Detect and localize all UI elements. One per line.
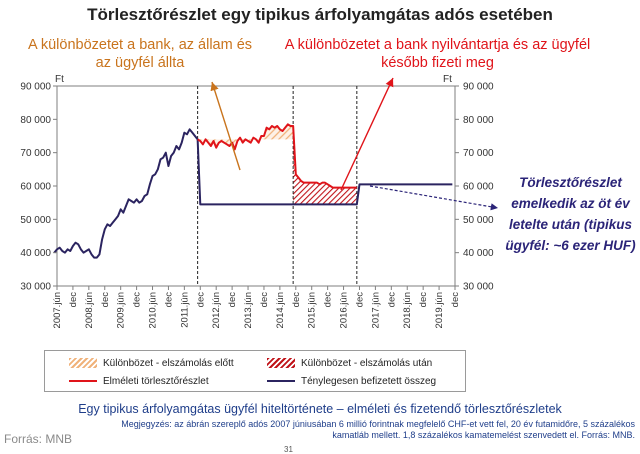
legend-swatch-hatch-orange <box>69 358 97 368</box>
legend-swatch-line-red <box>69 380 97 382</box>
x-tick-label: 2015.jún <box>307 292 318 328</box>
x-tick-label: 2012.jún <box>211 292 222 328</box>
x-tick-label: 2019.jún <box>434 292 445 328</box>
x-tick-label: dec <box>386 292 397 308</box>
y-tick-label-left: 80 000 <box>20 115 51 126</box>
legend: Különbözet - elszámolás előtt Különbözet… <box>44 350 466 392</box>
footnote: Megjegyzés: az ábrán szereplő adós 2007 … <box>121 419 635 440</box>
x-tick-label: dec <box>163 292 174 308</box>
series-line-theoretical <box>197 123 357 189</box>
annotation-arrows <box>210 77 499 211</box>
x-tick-label: 2017.jún <box>370 292 381 328</box>
legend-label-actual: Ténylegesen befizetett összeg <box>301 375 437 387</box>
arrow-left-annotation <box>210 81 241 171</box>
y-tick-label-right: 40 000 <box>463 248 494 259</box>
event-markers <box>197 86 358 286</box>
series-line-actual <box>53 128 453 259</box>
y-tick-label-left: 50 000 <box>20 215 51 226</box>
x-tick-label: dec <box>100 292 111 308</box>
annotation-left: A különbözetet a bank, az állam és az üg… <box>27 37 253 71</box>
x-tick-label: 2014.jún <box>275 292 286 328</box>
x-tick-label: 2018.jún <box>402 292 413 328</box>
annotation-side: Törlesztőrészlet emelkedik az öt év lete… <box>505 175 636 253</box>
y-axis-left-unit: Ft <box>55 74 64 85</box>
y-tick-label-right: 50 000 <box>463 215 494 226</box>
y-tick-label-right: 90 000 <box>463 82 494 93</box>
x-tick-label: 2013.jún <box>243 292 254 328</box>
x-tick-label: dec <box>450 292 461 308</box>
legend-item-theoretical: Elméleti törlesztőrészlet <box>69 374 209 388</box>
legend-item-actual: Ténylegesen befizetett összeg <box>267 374 436 388</box>
y-tick-label-left: 30 000 <box>20 282 51 293</box>
chart-plot: 30 000 40 000 50 000 60 000 70 000 80 000 90 0… <box>20 74 499 328</box>
legend-swatch-line-navy <box>267 380 295 382</box>
difference-areas <box>197 124 357 205</box>
source-label: Forrás: MNB <box>4 432 73 446</box>
chart-title: Törlesztőrészlet egy tipikus árfolyamgát… <box>87 5 553 24</box>
x-tick-label: 2008.jún <box>84 292 95 328</box>
x-tick-label: 2007.jún <box>52 292 63 328</box>
legend-swatch-hatch-red <box>267 358 295 368</box>
area-difference-before <box>197 124 294 150</box>
y-tick-label-left: 90 000 <box>20 82 51 93</box>
x-tick-label: dec <box>132 292 143 308</box>
plot-frame <box>56 85 456 287</box>
series-lines <box>53 123 453 259</box>
x-tick-label: dec <box>259 292 270 308</box>
y-tick-label-left: 60 000 <box>20 182 51 193</box>
x-tick-label: 2016.jún <box>339 292 350 328</box>
y-tick-label-right: 30 000 <box>463 282 494 293</box>
legend-label-theoretical: Elméleti törlesztőrészlet <box>103 375 209 387</box>
x-tick-label: 2009.jún <box>116 292 127 328</box>
x-tick-label: dec <box>68 292 79 308</box>
y-tick-label-left: 40 000 <box>20 248 51 259</box>
y-tick-label-right: 80 000 <box>463 115 494 126</box>
x-tick-label: dec <box>227 292 238 308</box>
annotation-right: A különbözetet a bank nyilvántartja és a… <box>284 37 591 71</box>
legend-item-after: Különbözet - elszámolás után <box>267 356 432 370</box>
x-tick-label: dec <box>291 292 302 308</box>
arrow-side-annotation <box>369 185 499 211</box>
legend-item-before: Különbözet - elszámolás előtt <box>69 356 234 370</box>
area-difference-after <box>293 126 357 205</box>
x-axis: 2007.jún dec 2008.jún dec 2009.jún dec 2010.jú… <box>52 286 461 328</box>
chart-subtitle: Egy tipikus árfolyamgátas ügyfél hiteltö… <box>78 402 562 416</box>
y-axis-left: 30 000 40 000 50 000 60 000 70 000 80 000 90 0… <box>20 82 57 293</box>
x-tick-label: dec <box>418 292 429 308</box>
y-tick-label-right: 60 000 <box>463 182 494 193</box>
y-tick-label-left: 70 000 <box>20 148 51 159</box>
y-tick-label-right: 70 000 <box>463 148 494 159</box>
y-axis-right-unit: Ft <box>443 74 452 85</box>
x-tick-label: dec <box>323 292 334 308</box>
x-tick-label: 2010.jún <box>148 292 159 328</box>
legend-label-after: Különbözet - elszámolás után <box>301 357 433 369</box>
x-tick-label: 2011.jún <box>179 292 190 328</box>
y-axis-right: 30 000 40 000 50 000 60 000 70 000 80 000 90 0… <box>455 82 494 293</box>
arrow-right-annotation <box>340 77 394 191</box>
x-tick-label: dec <box>354 292 365 308</box>
plot-area-border <box>56 85 456 287</box>
legend-label-before: Különbözet - elszámolás előtt <box>103 357 234 369</box>
x-tick-label: dec <box>195 292 206 308</box>
